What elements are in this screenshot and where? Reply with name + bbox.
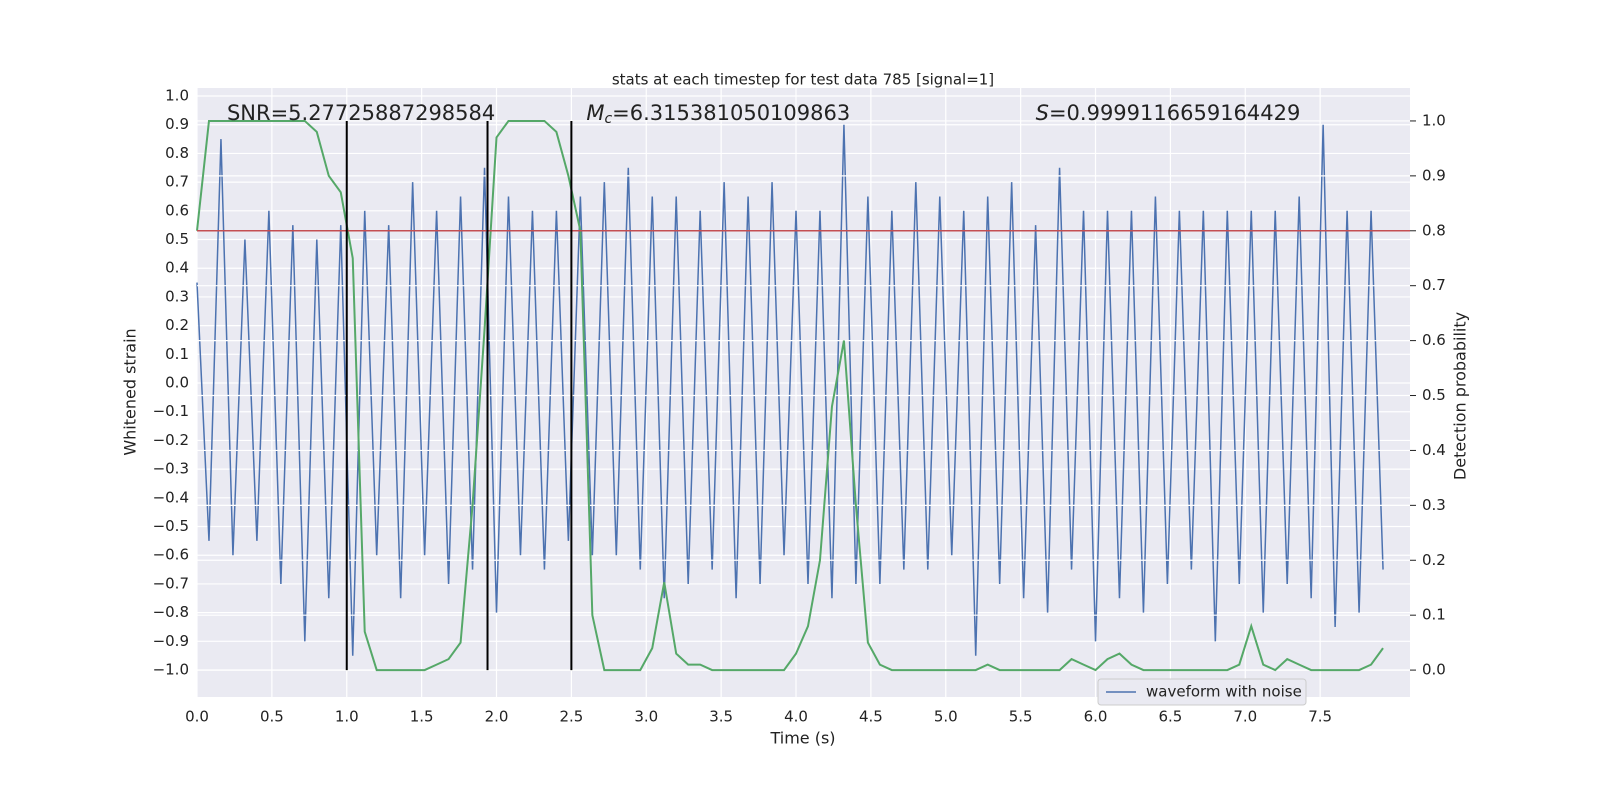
y-tick-label: −0.5 — [153, 517, 189, 535]
y2-tick-label: 0.0 — [1422, 661, 1446, 679]
annotation-text: SNR=5.27725887298584 — [227, 101, 495, 125]
y-tick-label: 1.0 — [165, 87, 189, 105]
y2-tick-label: 0.5 — [1422, 386, 1446, 404]
y-tick-label: 0.6 — [165, 201, 189, 219]
y-tick-label: −0.2 — [153, 431, 189, 449]
y2-tick-label: 1.0 — [1422, 111, 1446, 129]
annotation-text: =0.9999116659164429 — [1049, 101, 1300, 125]
y-tick-label: 0.1 — [165, 345, 189, 363]
chart-title: stats at each timestep for test data 785… — [612, 71, 994, 89]
x-tick-label: 4.5 — [859, 708, 883, 726]
data-line — [196, 124, 1384, 656]
annotation-symbol: M — [586, 101, 604, 125]
y-tick-label: 0.2 — [165, 316, 189, 334]
annotation: S=0.9999116659164429 — [1036, 101, 1301, 125]
y-tick-label: 0.5 — [165, 230, 189, 248]
y-tick-label: 0.8 — [165, 144, 189, 162]
data-line — [196, 119, 1384, 672]
y-tick-label: 0.0 — [165, 374, 189, 392]
y2-tick-label: 0.7 — [1422, 276, 1446, 294]
y-tick-label: 0.4 — [165, 259, 189, 277]
x-tick-label: 6.5 — [1158, 708, 1182, 726]
y2-tick-label: 0.1 — [1422, 606, 1446, 624]
y2-tick-label: 0.4 — [1422, 441, 1446, 459]
y-tick-label: −0.3 — [153, 460, 189, 478]
x-tick-label: 1.5 — [410, 708, 434, 726]
x-axis-label: Time (s) — [769, 729, 835, 748]
y-tick-label: −0.9 — [153, 632, 189, 650]
y2-tick-label: 0.3 — [1422, 496, 1446, 514]
x-tick-label: 6.0 — [1084, 708, 1108, 726]
y-tick-label: 0.9 — [165, 115, 189, 133]
y-tick-label: −1.0 — [153, 661, 189, 679]
x-tick-label: 0.5 — [260, 708, 284, 726]
annotation-symbol: S — [1036, 101, 1049, 125]
y2-tick-label: 0.6 — [1422, 331, 1446, 349]
annotation: SNR=5.27725887298584 — [227, 101, 495, 125]
y2-tick-label: 0.2 — [1422, 551, 1446, 569]
legend-label: waveform with noise — [1146, 683, 1302, 701]
x-tick-label: 5.0 — [934, 708, 958, 726]
x-tick-label: 3.0 — [634, 708, 658, 726]
y-tick-label: −0.1 — [153, 402, 189, 420]
y2-tick-label: 0.9 — [1422, 166, 1446, 184]
x-tick-label: 1.0 — [335, 708, 359, 726]
annotation-text: =6.315381050109863 — [612, 101, 850, 125]
y-tick-label: −0.4 — [153, 488, 189, 506]
x-tick-label: 7.0 — [1233, 708, 1257, 726]
annotation-subscript: c — [604, 111, 612, 127]
plot-area — [197, 88, 1410, 697]
y-tick-label: −0.7 — [153, 574, 189, 592]
y-tick-label: −0.6 — [153, 546, 189, 564]
y-axis-label: Whitened strain — [121, 328, 140, 455]
x-tick-label: 2.5 — [559, 708, 583, 726]
y2-tick-label: 0.8 — [1422, 221, 1446, 239]
x-tick-label: 3.5 — [709, 708, 733, 726]
x-tick-label: 2.0 — [485, 708, 509, 726]
x-tick-label: 5.5 — [1009, 708, 1033, 726]
legend-box — [1097, 678, 1307, 706]
y-tick-label: −0.8 — [153, 603, 189, 621]
x-tick-label: 0.0 — [185, 708, 209, 726]
annotation: Mc=6.315381050109863 — [586, 101, 850, 127]
y-tick-label: 0.7 — [165, 173, 189, 191]
y-tick-label: 0.3 — [165, 287, 189, 305]
x-tick-label: 4.0 — [784, 708, 808, 726]
x-tick-label: 7.5 — [1308, 708, 1332, 726]
y2-axis-label: Detection probability — [1451, 312, 1470, 480]
